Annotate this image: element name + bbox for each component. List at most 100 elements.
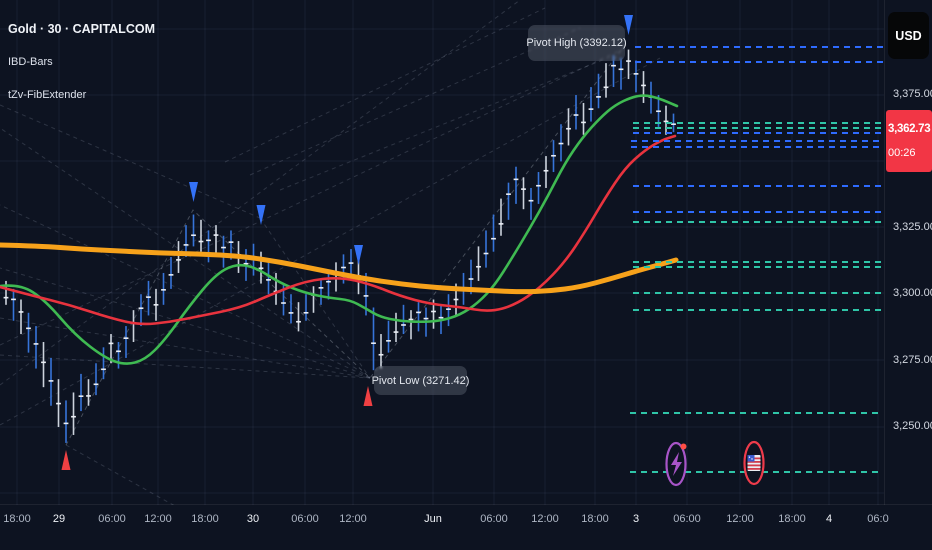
bar-close-tick [581, 121, 586, 124]
bar-close-tick [3, 296, 9, 299]
pivot-up-marker [363, 386, 373, 406]
indicator-fib-extender[interactable]: tZv-FibExtender [8, 89, 87, 101]
time-axis-label-day: 4 [825, 513, 833, 525]
fib-line [0, 0, 521, 386]
fib-line [0, 47, 626, 346]
pivot-markers [61, 15, 633, 470]
fib-line [0, 127, 371, 379]
time-axis-label-day: 3 [632, 513, 640, 525]
time-axis-label: 18:00 [191, 513, 219, 525]
pivot-down-marker [189, 182, 198, 202]
bar-close-tick [213, 234, 219, 236]
bar-close-tick [153, 304, 159, 306]
last-price-badge: 3,362.73 00:26 [886, 110, 932, 172]
bar-close-tick [18, 311, 24, 313]
bar-close-tick [528, 199, 534, 202]
fib-line [224, 7, 546, 163]
fib-line [0, 354, 371, 379]
time-axis-label: 06:00 [98, 513, 126, 525]
bar-close-tick [138, 307, 144, 310]
bar-close-tick [468, 278, 474, 280]
time-axis-label: 12:00 [726, 513, 754, 525]
price-axis-label: 3,275.00 [893, 354, 932, 366]
bar-close-tick [33, 343, 39, 345]
bar-close-tick [408, 318, 414, 321]
chart-legend: Gold · 30 · CAPITALCOM IBD-Bars tZv-FibE… [8, 22, 155, 121]
fib-line [65, 444, 251, 549]
bar-close-tick [161, 289, 166, 291]
bar-close-tick [63, 422, 69, 425]
pivot-down-marker [256, 205, 266, 225]
bar-close-tick [258, 267, 264, 270]
bar-close-tick [281, 302, 286, 304]
currency-button[interactable]: USD [888, 12, 929, 59]
ma-slow-red-line [0, 134, 677, 326]
bar-close-tick [641, 84, 646, 87]
bar-close-tick [521, 188, 526, 190]
bar-close-tick [588, 108, 594, 110]
fib-target-levels [630, 46, 884, 473]
bar-close-tick [296, 320, 301, 323]
fib-line [259, 217, 371, 379]
bar-close-tick [326, 280, 331, 283]
pivot-down-marker [624, 15, 633, 35]
bar-close-tick [11, 298, 16, 301]
bar-close-tick [78, 395, 84, 397]
price-axis-label: 3,300.00 [893, 287, 932, 299]
bar-close-tick [513, 178, 519, 181]
price-axis-label: 3,250.00 [893, 420, 932, 432]
time-axis-label: 12:00 [339, 513, 367, 525]
time-axis-label: 18:00 [778, 513, 806, 525]
bar-close-tick [596, 96, 601, 98]
bar-close-tick [573, 114, 579, 116]
bar-close-tick [71, 415, 76, 418]
flag-star [748, 456, 751, 458]
price-axis[interactable]: 3,375.00 3,325.00 3,300.00 3,275.00 3,250.00 [885, 0, 932, 505]
symbol-title[interactable]: Gold · 30 · CAPITALCOM [8, 22, 155, 36]
event-us-flag-icon[interactable] [743, 440, 765, 486]
fib-line [0, 204, 371, 379]
bar-close-tick [438, 316, 444, 319]
bar-close-tick [483, 252, 489, 255]
bar-close-tick [423, 317, 429, 320]
bar-close-tick [41, 361, 46, 364]
bar-close-tick [378, 353, 384, 356]
bar-close-tick [626, 60, 631, 62]
bar-close-tick [318, 287, 324, 289]
flag-stripe [747, 468, 761, 470]
bar-close-tick [56, 402, 61, 405]
bar-close-tick [266, 279, 271, 281]
bar-close-tick [618, 68, 624, 71]
bar-close-tick [228, 241, 234, 243]
bar-close-tick [191, 234, 196, 237]
pivot-down-marker [354, 245, 363, 265]
pivot-high-tooltip: Pivot High (3392.12) [526, 25, 627, 61]
time-axis-label-day: Jun [424, 513, 442, 525]
time-axis[interactable]: 18:00 29 06:00 12:00 18:00 30 06:00 12:00 Jun 06:… [0, 505, 932, 550]
bar-close-tick [123, 337, 129, 339]
pivot-up-marker [61, 450, 71, 470]
bar-close-tick [363, 295, 369, 297]
ma-trend-orange-line [0, 242, 679, 295]
pivot-zigzag-line [65, 44, 626, 446]
event-lightning-bolt-icon[interactable] [665, 441, 687, 487]
indicator-ibd-bars[interactable]: IBD-Bars [8, 56, 53, 68]
fib-line [279, 54, 616, 191]
bar-close-tick [476, 265, 481, 268]
bar-close-tick [663, 120, 669, 123]
bar-close-tick [611, 64, 616, 67]
time-axis-label: 12:00 [531, 513, 559, 525]
bar-close-tick [146, 296, 151, 298]
bar-close-tick [198, 240, 204, 243]
bar-close-tick [453, 298, 459, 301]
bar-close-tick [206, 239, 211, 242]
time-axis-label: 06:00 [291, 513, 319, 525]
bar-close-tick [498, 223, 504, 225]
lightning-bolt-glyph [671, 452, 682, 476]
time-axis-label: 18:00 [3, 513, 31, 525]
price-axis-label: 3,325.00 [893, 221, 932, 233]
fib-line [0, 57, 661, 426]
bar-close-tick [431, 310, 436, 313]
bar-close-tick [303, 311, 309, 314]
